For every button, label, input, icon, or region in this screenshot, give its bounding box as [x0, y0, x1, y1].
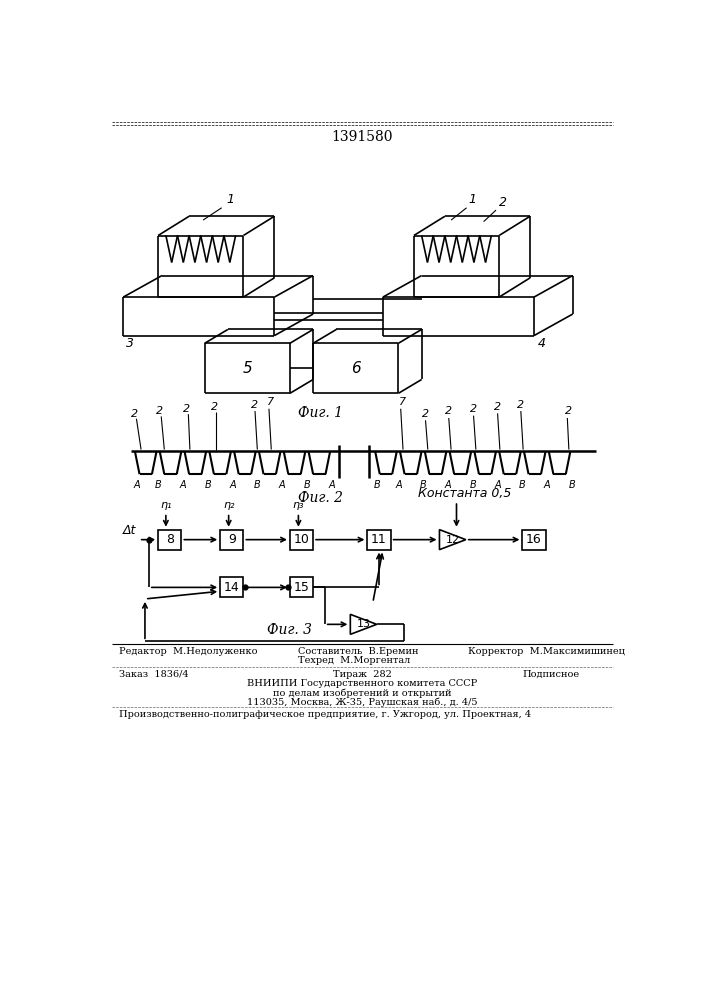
Text: B: B — [420, 480, 426, 490]
Text: A: A — [180, 480, 186, 490]
Text: 2: 2 — [211, 402, 218, 412]
Text: Заказ  1836/4: Заказ 1836/4 — [119, 670, 189, 679]
Text: по делам изобретений и открытий: по делам изобретений и открытий — [273, 688, 451, 698]
Text: Составитель  В.Еремин: Составитель В.Еремин — [298, 647, 418, 656]
Text: 14: 14 — [224, 581, 240, 594]
Text: A: A — [329, 480, 335, 490]
Text: η₃: η₃ — [293, 500, 304, 510]
Bar — [220, 577, 243, 597]
Text: A: A — [395, 480, 402, 490]
Text: 3: 3 — [126, 337, 134, 350]
Text: 4: 4 — [538, 337, 546, 350]
Text: 15: 15 — [293, 581, 310, 594]
Bar — [158, 530, 182, 550]
Text: Производственно-полиграфическое предприятие, г. Ужгород, ул. Проектная, 4: Производственно-полиграфическое предприя… — [119, 710, 532, 719]
Text: 2: 2 — [494, 402, 501, 412]
Text: 2: 2 — [445, 406, 452, 416]
Text: A: A — [445, 480, 451, 490]
Text: Фиг. 3: Фиг. 3 — [267, 623, 312, 637]
Text: B: B — [204, 480, 211, 490]
Text: A: A — [279, 480, 286, 490]
Text: Подписное: Подписное — [522, 670, 580, 679]
Text: 2: 2 — [132, 409, 139, 419]
Text: 16: 16 — [526, 533, 542, 546]
Text: Δt: Δt — [123, 524, 136, 537]
Text: 2: 2 — [470, 404, 477, 414]
Text: ВНИИПИ Государственного комитета СССР: ВНИИПИ Государственного комитета СССР — [247, 679, 477, 688]
Text: Константа 0,5: Константа 0,5 — [418, 487, 511, 500]
Text: 2: 2 — [499, 196, 507, 209]
Text: Фиг. 1: Фиг. 1 — [298, 406, 344, 420]
Bar — [368, 530, 391, 550]
Text: A: A — [544, 480, 551, 490]
Text: B: B — [568, 480, 575, 490]
Text: Техред  М.Моргентал: Техред М.Моргентал — [298, 656, 410, 665]
Text: Фиг. 2: Фиг. 2 — [298, 491, 344, 505]
Text: 113035, Москва, Ж-35, Раушская наб., д. 4/5: 113035, Москва, Ж-35, Раушская наб., д. … — [247, 698, 477, 707]
Text: 12: 12 — [445, 535, 460, 545]
Text: 6: 6 — [351, 361, 361, 376]
Text: 2: 2 — [422, 409, 429, 419]
Text: B: B — [155, 480, 161, 490]
Text: 5: 5 — [243, 361, 252, 376]
Text: 2: 2 — [252, 400, 259, 410]
Text: 7: 7 — [267, 397, 274, 407]
Text: A: A — [133, 480, 140, 490]
Text: 2: 2 — [566, 406, 573, 416]
Text: Тираж  282: Тираж 282 — [332, 670, 392, 679]
Text: B: B — [373, 480, 380, 490]
Text: B: B — [519, 480, 526, 490]
Text: η₁: η₁ — [160, 500, 172, 510]
Text: 1: 1 — [226, 193, 234, 206]
Text: 10: 10 — [293, 533, 310, 546]
Text: 2: 2 — [183, 404, 190, 414]
Text: 1391580: 1391580 — [331, 130, 392, 144]
Text: B: B — [254, 480, 261, 490]
Bar — [220, 530, 243, 550]
Bar — [522, 530, 546, 550]
Bar — [290, 530, 313, 550]
Text: 7: 7 — [399, 397, 406, 407]
Text: B: B — [469, 480, 476, 490]
Text: 2: 2 — [518, 400, 525, 410]
Text: Корректор  М.Максимишинец: Корректор М.Максимишинец — [468, 647, 625, 656]
Text: Редактор  М.Недолуженко: Редактор М.Недолуженко — [119, 647, 258, 656]
Text: A: A — [229, 480, 236, 490]
Text: 11: 11 — [371, 533, 387, 546]
Text: 2: 2 — [156, 406, 163, 416]
Text: 8: 8 — [165, 533, 174, 546]
Bar — [290, 577, 313, 597]
Text: η₂: η₂ — [223, 500, 235, 510]
Text: B: B — [303, 480, 310, 490]
Text: 9: 9 — [228, 533, 235, 546]
Text: 1: 1 — [468, 193, 476, 206]
Text: 13: 13 — [356, 619, 370, 629]
Text: A: A — [494, 480, 501, 490]
